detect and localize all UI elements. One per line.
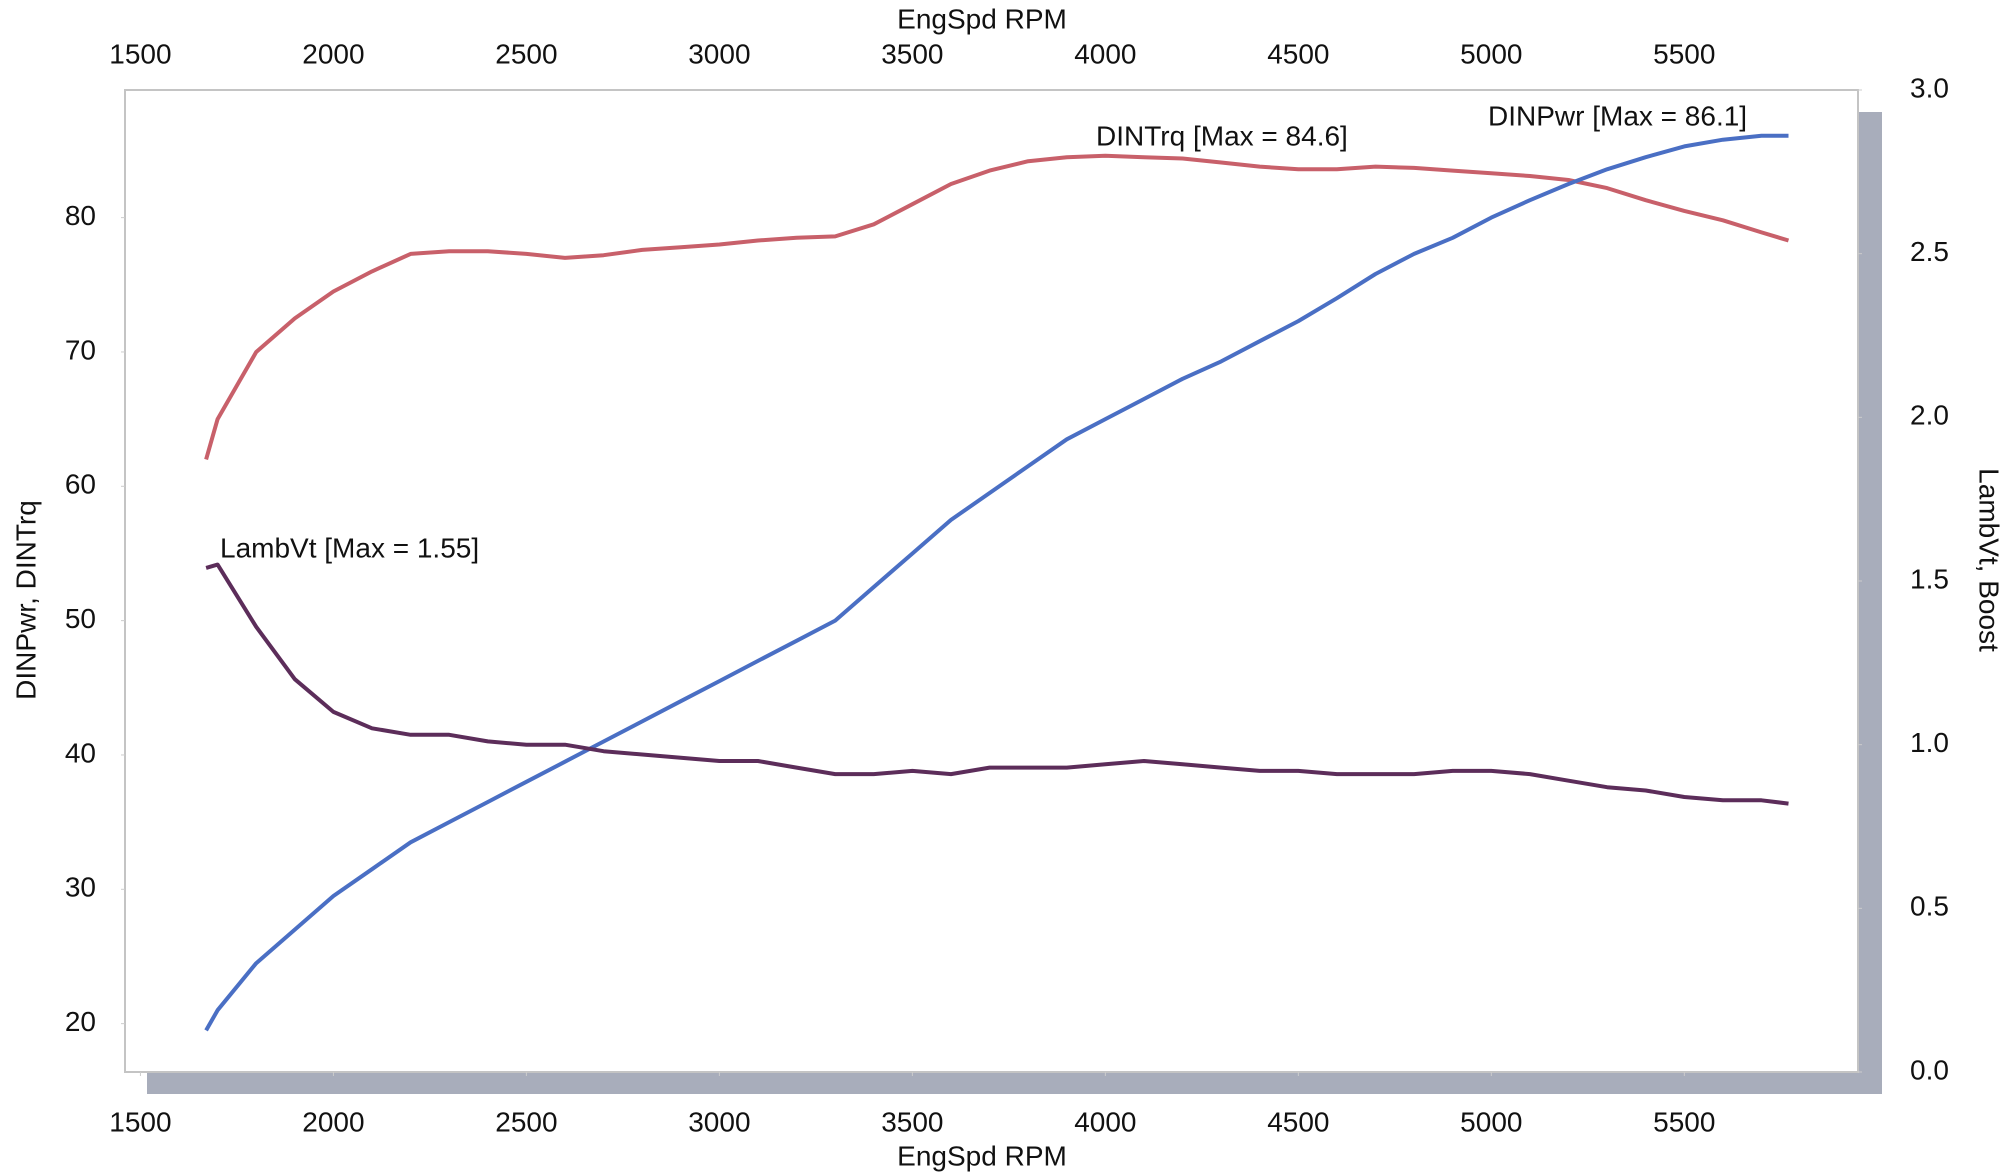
x-tick-label-top: 5500 (1653, 38, 1715, 69)
y2-tick-label: 1.0 (1910, 727, 1949, 758)
x-tick-label: 5500 (1653, 1106, 1715, 1137)
x-tick-label-top: 2000 (302, 38, 364, 69)
x-tick-label-top: 5000 (1460, 38, 1522, 69)
y-tick-label: 50 (65, 603, 96, 634)
x-tick-label: 5000 (1460, 1106, 1522, 1137)
plot-area (124, 89, 1859, 1073)
series-line (204, 153, 1790, 460)
y2-tick-label: 0.0 (1910, 1054, 1949, 1085)
x-tick-label: 4000 (1074, 1106, 1136, 1137)
series-label: LambVt [Max = 1.55] (220, 532, 479, 563)
x-tick-label: 2000 (302, 1106, 364, 1137)
x-tick-label: 2500 (495, 1106, 557, 1137)
y2-axis-title: LambVt, Boost (1974, 468, 2005, 652)
series-label: DINTrq [Max = 84.6] (1096, 120, 1348, 151)
x-tick-label-top: 4000 (1074, 38, 1136, 69)
y2-tick-label: 2.5 (1910, 236, 1949, 267)
y-tick-label: 40 (65, 737, 96, 768)
x-tick-label: 3500 (881, 1106, 943, 1137)
y-tick-label: 60 (65, 469, 96, 500)
x-tick-label: 4500 (1267, 1106, 1329, 1137)
x-tick-label-top: 1500 (109, 38, 171, 69)
x-tick-label-top: 2500 (495, 38, 557, 69)
series-line (205, 562, 1789, 806)
y2-tick-label: 0.5 (1910, 891, 1949, 922)
y-tick-label: 80 (65, 200, 96, 231)
y2-tick-label: 1.5 (1910, 563, 1949, 594)
series-label: DINPwr [Max = 86.1] (1488, 100, 1747, 131)
y2-tick-label: 2.0 (1910, 400, 1949, 431)
y2-tick-label: 3.0 (1910, 72, 1949, 103)
y-tick-label: 70 (65, 334, 96, 365)
y-tick-label: 20 (65, 1006, 96, 1037)
series-line (204, 133, 1789, 1032)
x-tick-label-top: 4500 (1267, 38, 1329, 69)
x-axis-title-top: EngSpd RPM (897, 3, 1067, 34)
x-axis-title: EngSpd RPM (897, 1140, 1067, 1171)
y-tick-label: 30 (65, 872, 96, 903)
x-tick-label-top: 3500 (881, 38, 943, 69)
x-tick-label: 3000 (688, 1106, 750, 1137)
y-axis-title: DINPwr, DINTrq (10, 500, 41, 700)
x-tick-label-top: 3000 (688, 38, 750, 69)
x-tick-label: 1500 (109, 1106, 171, 1137)
